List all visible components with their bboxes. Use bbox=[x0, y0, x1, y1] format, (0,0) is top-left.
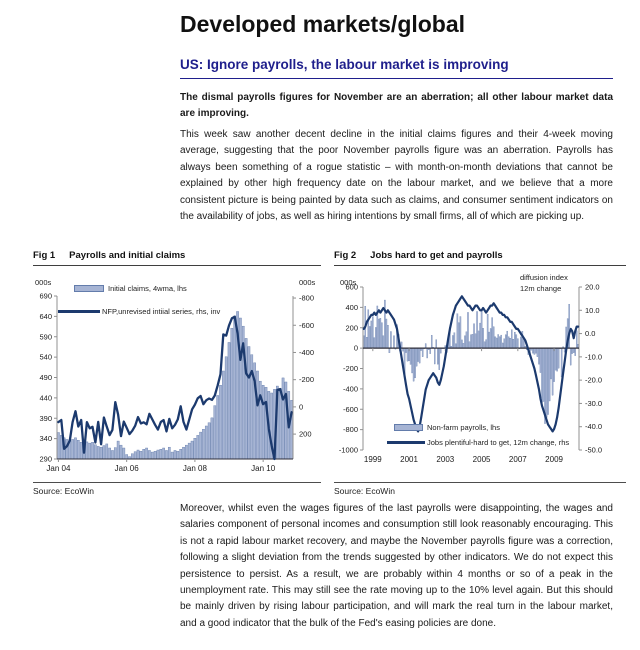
svg-text:0: 0 bbox=[354, 344, 358, 353]
fig1-source: Source: EcoWin bbox=[33, 482, 321, 496]
fig1-legend-bars-row: Initial claims, 4wma, lhs bbox=[58, 284, 220, 293]
svg-text:2005: 2005 bbox=[473, 455, 491, 464]
intro-paragraph: This week saw another decent decline in … bbox=[180, 129, 613, 223]
svg-text:-400: -400 bbox=[343, 384, 358, 393]
fig2-right-axis-unit-line2: 12m change bbox=[520, 284, 562, 293]
svg-text:690: 690 bbox=[39, 292, 52, 301]
svg-text:2003: 2003 bbox=[436, 455, 454, 464]
fig2-legend-line-swatch-icon bbox=[387, 441, 425, 444]
fig2-legend-bar-swatch-icon bbox=[394, 424, 423, 431]
fig2-legend-bar-label: Non-farm payrolls, lhs bbox=[427, 423, 500, 432]
fig1-legend-line-swatch-icon bbox=[58, 310, 100, 313]
fig1-legend-line-label: NFP,unrevised intiial series, rhs, inv bbox=[102, 307, 221, 316]
page-title: Developed markets/global bbox=[180, 11, 466, 37]
svg-text:20.0: 20.0 bbox=[585, 283, 600, 292]
fig1-legend-bar-swatch-icon bbox=[74, 285, 104, 292]
svg-text:-800: -800 bbox=[299, 294, 314, 303]
line-series bbox=[362, 295, 580, 433]
fig2-caption: Fig 2 Jobs hard to get and payrolls bbox=[334, 250, 626, 266]
fig2-legend-line-label: Jobs plentiful-hard to get, 12m change, … bbox=[427, 438, 570, 447]
figure-1: Fig 1 Payrolls and initial claims 690 640 5… bbox=[33, 250, 321, 496]
svg-text:-10.0: -10.0 bbox=[585, 352, 602, 361]
line-series bbox=[57, 315, 293, 461]
fig2-right-axis-unit-line1: diffusion index bbox=[520, 273, 568, 282]
bar-series bbox=[57, 311, 293, 460]
svg-text:Jan 10: Jan 10 bbox=[251, 464, 276, 473]
svg-text:2009: 2009 bbox=[545, 455, 563, 464]
svg-text:200: 200 bbox=[299, 430, 312, 439]
svg-text:0: 0 bbox=[299, 402, 303, 411]
fig2-source: Source: EcoWin bbox=[334, 482, 626, 496]
fig1-caption: Fig 1 Payrolls and initial claims bbox=[33, 250, 321, 266]
svg-text:2001: 2001 bbox=[400, 455, 418, 464]
svg-text:0.0: 0.0 bbox=[585, 329, 595, 338]
fig1-legend-bar-label: Initial claims, 4wma, lhs bbox=[108, 284, 187, 293]
svg-text:-200: -200 bbox=[343, 364, 358, 373]
fig1-legend: Initial claims, 4wma, lhs NFP,unrevised … bbox=[58, 284, 220, 316]
svg-text:290: 290 bbox=[39, 455, 52, 464]
svg-text:490: 490 bbox=[39, 373, 52, 382]
fig2-legend-line-row: Jobs plentiful-hard to get, 12m change, … bbox=[384, 438, 569, 447]
svg-text:-20.0: -20.0 bbox=[585, 376, 602, 385]
svg-text:-400: -400 bbox=[299, 348, 314, 357]
lead-paragraph: The dismal payrolls figures for November… bbox=[180, 92, 613, 119]
svg-text:200: 200 bbox=[345, 323, 358, 332]
svg-text:540: 540 bbox=[39, 353, 52, 362]
svg-text:440: 440 bbox=[39, 393, 52, 402]
fig1-title: Payrolls and initial claims bbox=[69, 250, 186, 261]
fig2-number: Fig 2 bbox=[334, 250, 357, 261]
closing-paragraph: Moreover, whilst even the wages figures … bbox=[180, 503, 613, 629]
svg-text:-600: -600 bbox=[343, 405, 358, 414]
fig2-chart-area: 600 400 200 0 -200 -400 -600 -800 -1000 20.0 10.0 0… bbox=[334, 268, 626, 480]
svg-text:-800: -800 bbox=[343, 425, 358, 434]
svg-text:590: 590 bbox=[39, 332, 52, 341]
figure-2: Fig 2 Jobs hard to get and payrolls 600 40… bbox=[334, 250, 626, 496]
svg-text:-50.0: -50.0 bbox=[585, 446, 602, 455]
fig2-legend-bars-row: Non-farm payrolls, lhs bbox=[384, 423, 569, 432]
fig2-plot: 600 400 200 0 -200 -400 -600 -800 -1000 20.0 10.0 0… bbox=[339, 283, 602, 465]
svg-text:Jan 04: Jan 04 bbox=[46, 464, 71, 473]
svg-text:-600: -600 bbox=[299, 321, 314, 330]
svg-text:-200: -200 bbox=[299, 375, 314, 384]
fig1-left-axis-unit: 000s bbox=[35, 278, 52, 287]
svg-text:-30.0: -30.0 bbox=[585, 399, 602, 408]
fig1-number: Fig 1 bbox=[33, 250, 56, 261]
section-heading: US: Ignore payrolls, the labour market i… bbox=[180, 57, 613, 79]
svg-text:-1000: -1000 bbox=[339, 446, 358, 455]
fig2-right-axis-unit: diffusion index 12m change bbox=[520, 272, 568, 294]
svg-text:340: 340 bbox=[39, 434, 52, 443]
fig1-chart-area: 690 640 590 540 490 440 390 340 290 -800 -600 -400 -… bbox=[33, 268, 321, 480]
svg-text:640: 640 bbox=[39, 312, 52, 321]
svg-text:2007: 2007 bbox=[509, 455, 527, 464]
svg-text:Jan 08: Jan 08 bbox=[183, 464, 208, 473]
svg-text:Jan 06: Jan 06 bbox=[115, 464, 140, 473]
fig1-legend-line-row: NFP,unrevised intiial series, rhs, inv bbox=[58, 307, 220, 316]
svg-text:-40.0: -40.0 bbox=[585, 422, 602, 431]
svg-text:390: 390 bbox=[39, 414, 52, 423]
fig2-title: Jobs hard to get and payrolls bbox=[370, 250, 503, 261]
svg-text:600: 600 bbox=[345, 283, 358, 292]
fig1-right-axis-unit: 000s bbox=[299, 278, 316, 287]
svg-text:400: 400 bbox=[345, 303, 358, 312]
svg-text:10.0: 10.0 bbox=[585, 306, 600, 315]
bar-series bbox=[363, 299, 579, 424]
svg-text:1999: 1999 bbox=[364, 455, 382, 464]
fig1-plot: 690 640 590 540 490 440 390 340 290 -800 -600 -400 -… bbox=[39, 292, 314, 474]
fig2-legend: Non-farm payrolls, lhs Jobs plentiful-ha… bbox=[384, 423, 569, 447]
fig2-left-axis-unit: 000s bbox=[340, 278, 357, 287]
